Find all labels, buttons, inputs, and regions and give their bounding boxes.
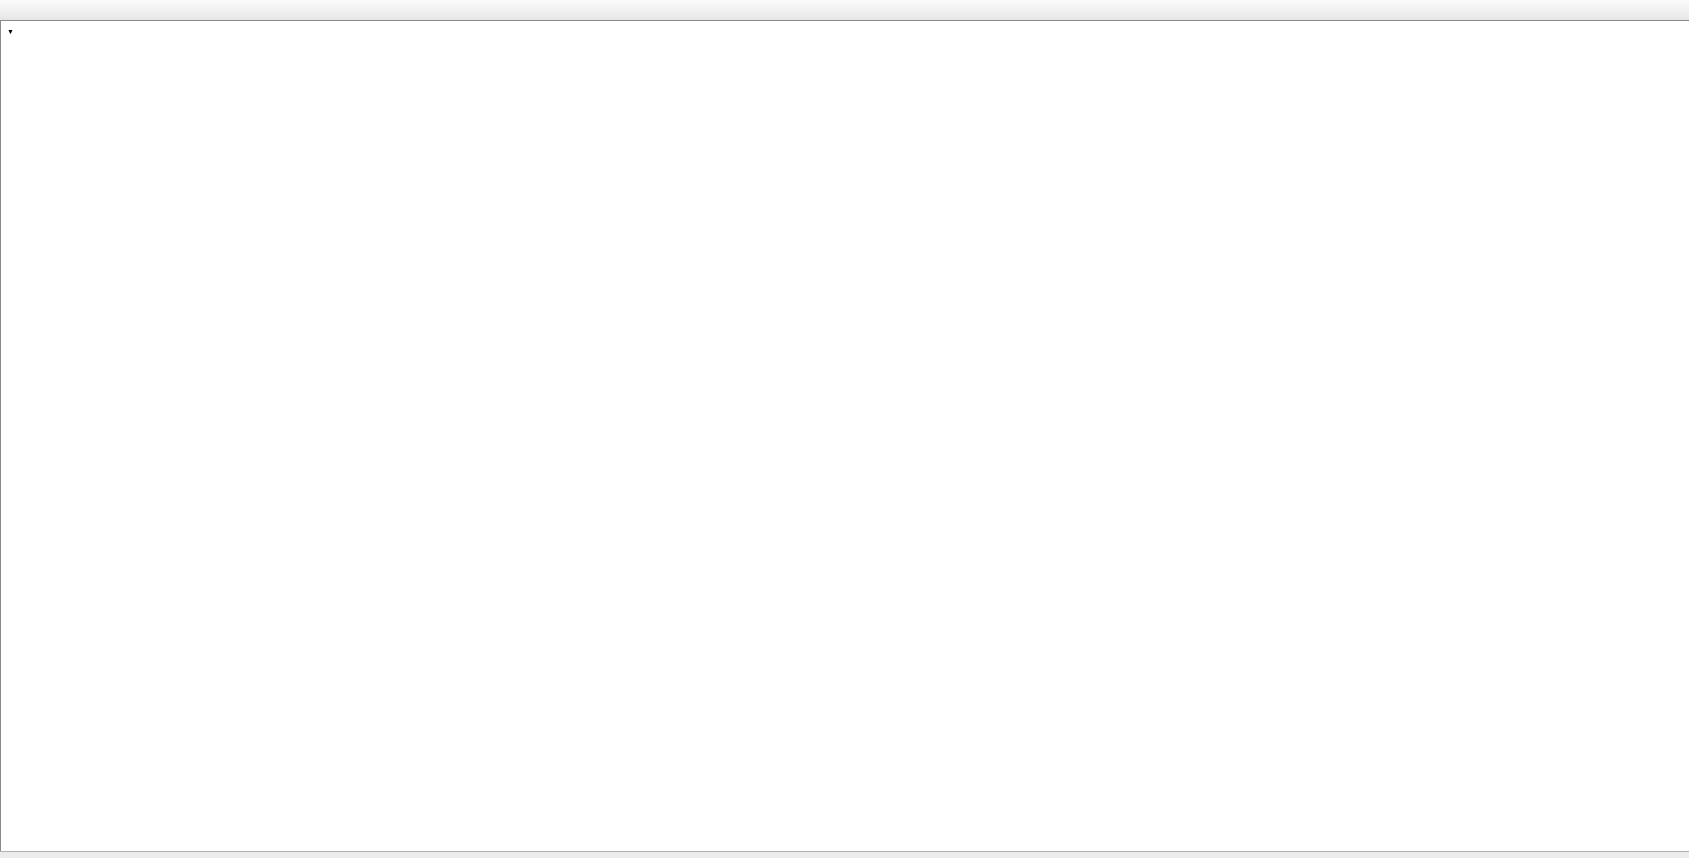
chart-canvas[interactable] — [1, 21, 1689, 858]
main-toolbar — [0, 0, 1689, 21]
window-bottom-edge — [0, 851, 1689, 858]
chart-title: ▼ — [7, 29, 18, 36]
chart-window: ▼ — [0, 20, 1689, 852]
chevron-down-icon[interactable]: ▼ — [7, 29, 14, 36]
